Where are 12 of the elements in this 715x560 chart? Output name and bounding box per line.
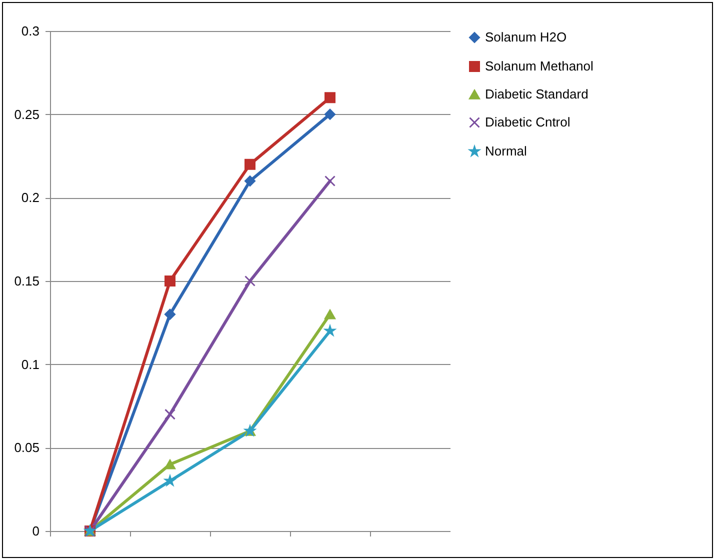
legend-label: Diabetic Cntrol — [485, 114, 570, 130]
legend-label: Normal — [485, 144, 528, 158]
legend-label: Solanum Methanol — [485, 58, 594, 74]
y-tick-label: 0.25 — [14, 106, 40, 122]
legend-label: Solanum H2O — [485, 30, 567, 44]
y-tick-label: 0.05 — [14, 440, 40, 456]
y-tick-label: 0.15 — [14, 274, 40, 288]
y-tick-label: 0.2 — [21, 190, 40, 206]
y-tick-label: 0.1 — [21, 356, 40, 372]
y-tick-label: 0.3 — [21, 24, 40, 38]
y-tick-label: 0 — [32, 524, 40, 538]
legend-label: Diabetic Standard — [485, 86, 588, 102]
